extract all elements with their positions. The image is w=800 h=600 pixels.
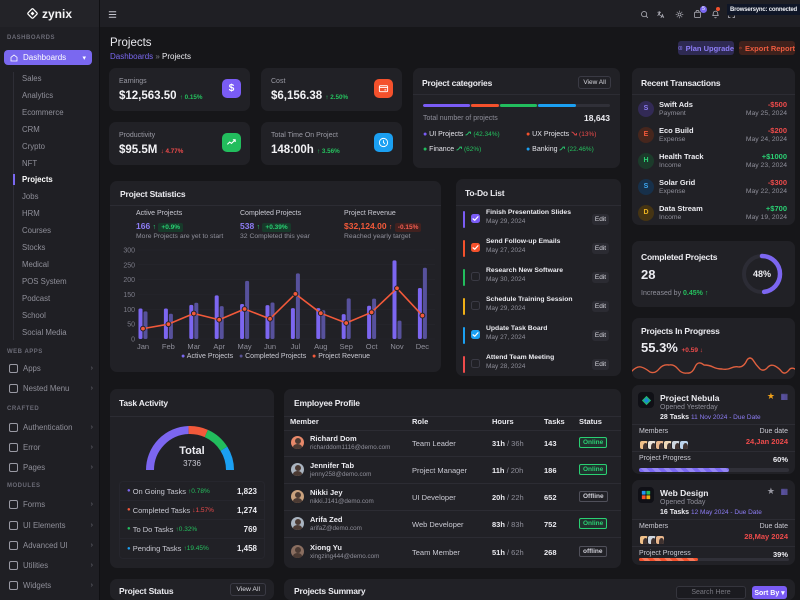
svg-text:0: 0 — [131, 337, 135, 344]
svg-text:Dec: Dec — [416, 342, 430, 351]
svg-text:50: 50 — [127, 322, 135, 329]
svg-text:Oct: Oct — [366, 342, 379, 351]
svg-text:Jan: Jan — [137, 342, 149, 351]
svg-text:Jun: Jun — [264, 342, 276, 351]
svg-text:Feb: Feb — [162, 342, 175, 351]
svg-text:200: 200 — [123, 277, 135, 284]
svg-text:Jul: Jul — [291, 342, 301, 351]
svg-text:100: 100 — [123, 307, 135, 314]
svg-text:150: 150 — [123, 292, 135, 299]
svg-text:48%: 48% — [753, 269, 771, 279]
svg-text:Nov: Nov — [390, 342, 404, 351]
svg-text:Sep: Sep — [340, 342, 353, 351]
svg-text:250: 250 — [123, 262, 135, 269]
svg-text:300: 300 — [123, 248, 135, 255]
svg-text:Aug: Aug — [314, 342, 327, 351]
svg-text:Mar: Mar — [187, 342, 200, 351]
svg-text:May: May — [238, 342, 252, 351]
svg-text:Apr: Apr — [213, 342, 225, 351]
